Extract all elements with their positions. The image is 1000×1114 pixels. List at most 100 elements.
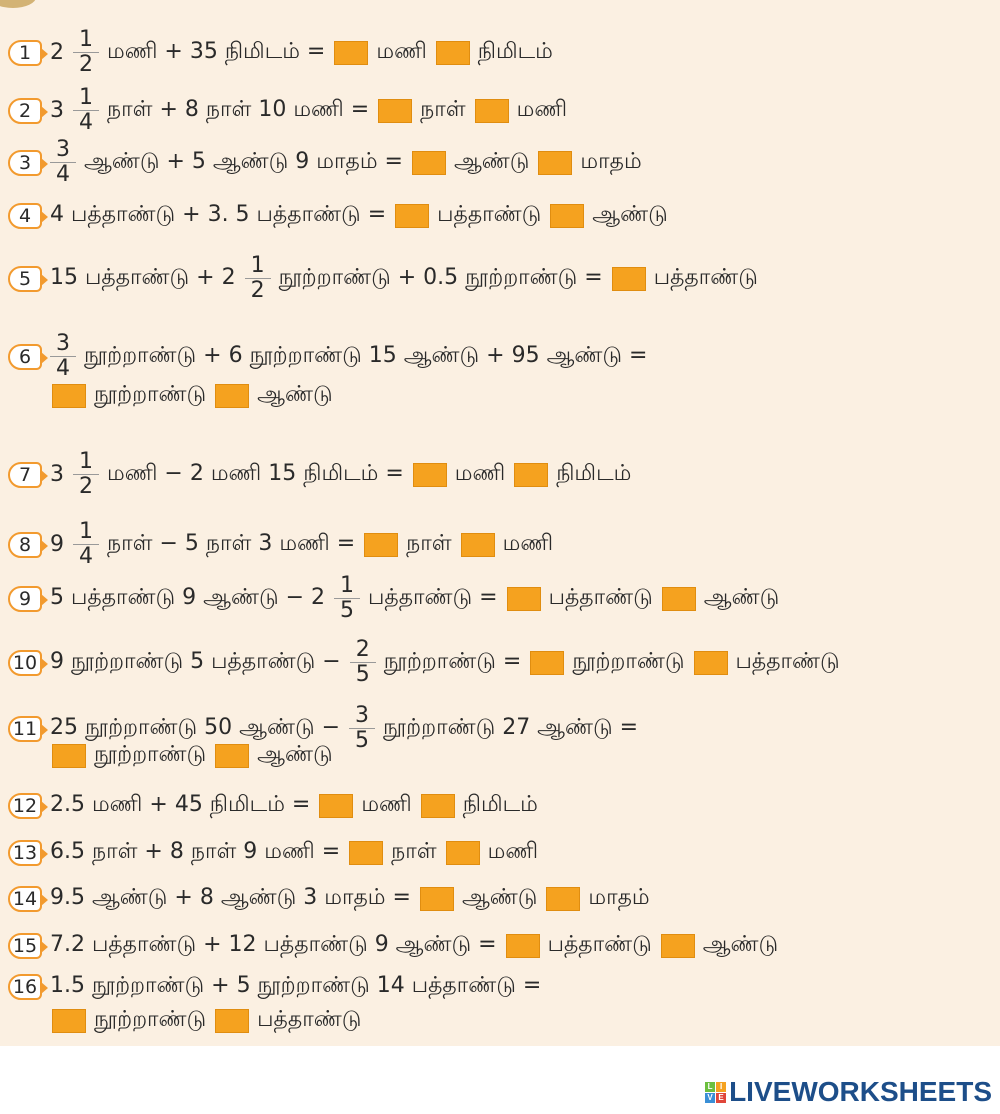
problem-number-badge: 9	[8, 585, 48, 612]
answer-input-box[interactable]	[420, 794, 455, 818]
problem-text: பத்தாண்டு	[653, 264, 758, 290]
problem-row-continuation: நூற்றாண்டு ஆண்டு	[8, 742, 342, 770]
answer-input-box[interactable]	[52, 384, 86, 408]
answer-input-box[interactable]	[660, 934, 695, 958]
problem-text: நிமிடம்	[477, 38, 553, 64]
problem-text: 25 நூற்றாண்டு 50 ஆண்டு −	[50, 714, 341, 740]
problem-row: 1 2 1 2 மணி + 35 நிமிடம் = மணி நிமிடம்	[8, 28, 562, 77]
problem-number-badge: 14	[8, 886, 48, 912]
answer-input-box[interactable]	[52, 744, 86, 768]
logo-letter: E	[716, 1092, 727, 1103]
problem-text: மாதம்	[588, 885, 650, 910]
problem-text: ஆண்டு	[453, 148, 530, 174]
answer-input-box[interactable]	[435, 40, 470, 65]
problem-number-badge: 2	[8, 97, 48, 124]
problem-text: ஆண்டு	[702, 932, 779, 957]
problem-text: நூற்றாண்டு	[94, 382, 207, 407]
answer-input-box[interactable]	[215, 384, 250, 408]
answer-input-box[interactable]	[505, 934, 540, 958]
answer-input-box[interactable]	[215, 1009, 250, 1033]
answer-input-box[interactable]	[514, 462, 549, 487]
denominator: 5	[355, 662, 370, 687]
decoration-image	[0, 0, 36, 8]
problem-text: 9.5 ஆண்டு + 8 ஆண்டு 3 மாதம் =	[50, 885, 411, 910]
answer-input-box[interactable]	[378, 98, 413, 123]
worksheet: 1 2 1 2 மணி + 35 நிமிடம் = மணி நிமிடம் 2 3 1 4 நாள்…	[0, 0, 1000, 1046]
answer-input-box[interactable]	[661, 586, 696, 611]
problem-row: 3 3 4 ஆண்டு + 5 ஆண்டு 9 மாதம் = ஆண்டு மாதம்	[8, 138, 651, 187]
numerator: 3	[50, 332, 76, 357]
answer-input-box[interactable]	[215, 744, 250, 768]
problem-row: 13 6.5 நாள் + 8 நாள் 9 மணி = நாள் மணி	[8, 839, 547, 867]
answer-input-box[interactable]	[334, 40, 369, 65]
problem-number-badge: 4	[8, 203, 48, 229]
problem-text: நாள் + 8 நாள் 10 மணி =	[107, 96, 370, 122]
problem-text: நாள்	[391, 839, 437, 864]
numerator: 1	[73, 28, 99, 53]
denominator: 5	[340, 598, 354, 623]
denominator: 2	[250, 278, 265, 303]
problem-number-badge: 6	[8, 343, 48, 370]
answer-input-box[interactable]	[506, 586, 541, 611]
problem-text: நூற்றாண்டு	[94, 1007, 207, 1032]
answer-input-box[interactable]	[611, 266, 646, 291]
denominator: 5	[355, 728, 370, 753]
problem-text: 7.2 பத்தாண்டு + 12 பத்தாண்டு 9 ஆண்டு =	[50, 932, 497, 957]
problem-text: 5 பத்தாண்டு 9 ஆண்டு − 2	[50, 584, 325, 610]
answer-input-box[interactable]	[364, 532, 399, 557]
answer-input-box[interactable]	[538, 150, 573, 175]
answer-input-box[interactable]	[412, 462, 447, 487]
answer-input-box[interactable]	[546, 887, 581, 911]
problem-number-badge: 3	[8, 149, 48, 176]
problem-text: 1.5 நூற்றாண்டு + 5 நூற்றாண்டு 14 பத்தாண்…	[50, 973, 542, 998]
problem-text: மாதம்	[580, 148, 642, 174]
problem-number-badge: 10	[8, 649, 48, 676]
problem-text: நூற்றாண்டு	[572, 648, 685, 674]
numerator: 1	[73, 450, 99, 475]
problem-text: 9 நூற்றாண்டு 5 பத்தாண்டு −	[50, 648, 341, 674]
problem-text: 2	[50, 40, 64, 65]
answer-input-box[interactable]	[530, 650, 565, 675]
problem-row: 7 3 1 2 மணி − 2 மணி 15 நிமிடம் = மணி நிமிடம்	[8, 450, 640, 499]
problem-text: மணி + 35 நிமிடம் =	[107, 38, 326, 64]
problem-row: 6 3 4 நூற்றாண்டு + 6 நூற்றாண்டு 15 ஆண்டு + …	[8, 332, 656, 381]
answer-input-box[interactable]	[445, 841, 480, 865]
numerator: 1	[73, 520, 99, 545]
answer-input-box[interactable]	[52, 1009, 86, 1033]
answer-input-box[interactable]	[419, 887, 454, 911]
logo-letter: I	[716, 1081, 727, 1092]
answer-input-box[interactable]	[319, 794, 354, 818]
problem-text: நூற்றாண்டு + 6 நூற்றாண்டு 15 ஆண்டு + 95 …	[84, 342, 648, 368]
problem-text: நூற்றாண்டு =	[383, 648, 522, 674]
problem-text: பத்தாண்டு	[735, 648, 840, 674]
answer-input-box[interactable]	[550, 204, 585, 228]
problem-text: 3	[50, 98, 64, 123]
answer-input-box[interactable]	[349, 841, 384, 865]
answer-input-box[interactable]	[411, 150, 446, 175]
problem-text: ஆண்டு	[592, 202, 668, 227]
problem-text: நாள்	[406, 530, 452, 556]
problem-row: 12 2.5 மணி + 45 நிமிடம் = மணி நிமிடம்	[8, 792, 547, 820]
answer-input-box[interactable]	[395, 204, 430, 228]
numerator: 3	[349, 704, 376, 729]
problem-number-badge: 8	[8, 531, 48, 558]
problem-number-badge: 5	[8, 265, 48, 292]
problem-number-badge: 7	[8, 461, 48, 488]
problem-text: நிமிடம்	[556, 460, 632, 486]
answer-input-box[interactable]	[474, 98, 509, 123]
problem-text: 2.5 மணி + 45 நிமிடம் =	[50, 792, 311, 817]
problem-text: ஆண்டு	[461, 885, 538, 910]
answer-input-box[interactable]	[693, 650, 728, 675]
problem-text: மணி	[502, 530, 554, 556]
answer-input-box[interactable]	[460, 532, 495, 557]
numerator: 3	[50, 138, 76, 163]
problem-text: பத்தாண்டு	[437, 202, 542, 227]
denominator: 4	[56, 356, 70, 381]
